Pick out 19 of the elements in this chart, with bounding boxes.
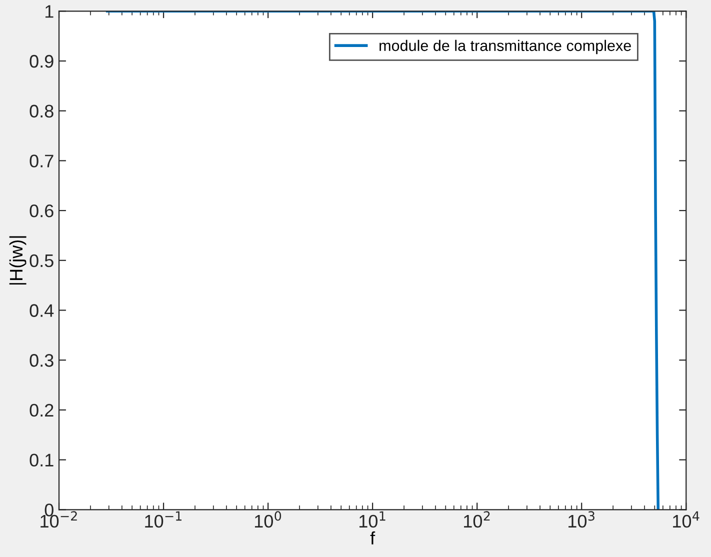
y-tick-label: 0.2 [30,404,54,417]
y-tick-label: 0.3 [30,354,54,367]
y-tick-label: 0.4 [30,304,54,317]
y-tick-label: 0.5 [30,254,54,268]
x-tick-label: 10$^{3}$ [568,511,594,528]
y-tick-label: 0.7 [30,154,54,168]
x-axis-title: f [370,531,376,544]
x-tick-label: 10$^{0}$ [254,511,282,528]
x-tick-label: 10$^{2}$ [464,511,490,528]
y-tick-label: 0.8 [30,104,54,118]
x-tick-label: 10$^{4}$ [673,511,700,528]
x-tick-label: 10$^{1}$ [359,511,386,528]
y-tick-label: 1 [45,5,54,18]
y-tick-label: 0.1 [30,454,54,467]
y-tick-label: 0.6 [30,204,54,218]
legend-label: module de la transmittance complexe [380,40,631,54]
y-axis-title: |H(jw)| [9,236,26,285]
y-tick-label: 0.9 [30,54,54,68]
x-tick-label: 10$^{−1}$ [145,511,182,528]
